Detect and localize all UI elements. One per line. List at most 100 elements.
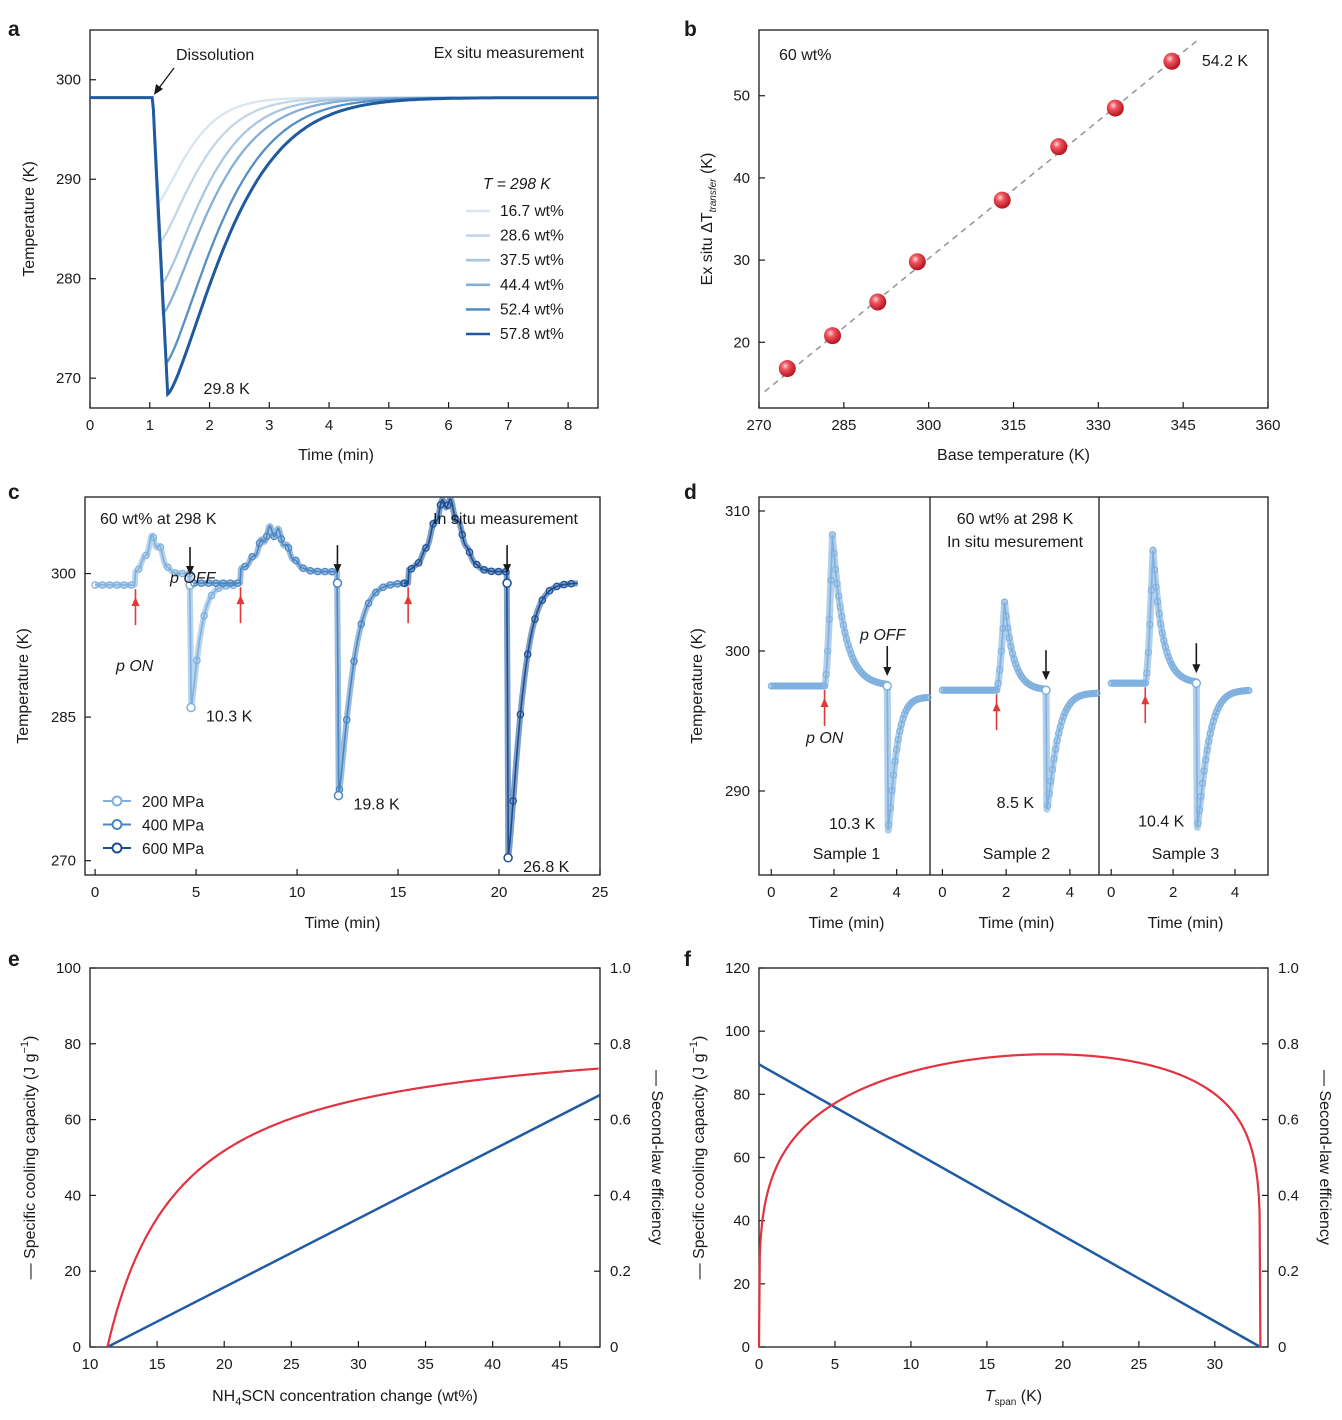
x-tick-label-a: 7 xyxy=(504,417,512,434)
x-tick-label-d: 4 xyxy=(1231,884,1239,901)
x-title-sub: span xyxy=(995,1397,1017,1408)
data-marker-c xyxy=(509,797,517,805)
series-line-a xyxy=(90,96,598,247)
data-marker-c xyxy=(226,579,235,587)
data-marker-d xyxy=(841,628,849,637)
legend-label-a: 28.6 wt% xyxy=(500,228,564,245)
data-marker-d xyxy=(1158,629,1166,637)
y-tick-label-b: 30 xyxy=(733,252,750,269)
x-axis-title-d: Time (min) xyxy=(809,915,885,932)
last-point-label-b: 54.2 K xyxy=(1202,53,1249,70)
data-marker-c xyxy=(219,579,227,587)
off-marker-d xyxy=(882,681,892,691)
panel-letter: c xyxy=(8,481,20,504)
y-axis-title-a: Temperature (K) xyxy=(21,161,38,277)
y-tick-label-f: 0 xyxy=(742,1339,750,1356)
data-marker-c xyxy=(91,581,99,589)
y-tick-label-f: 40 xyxy=(733,1213,750,1230)
y-axis-title-d: Temperature (K) xyxy=(689,628,706,744)
y-tick-label-f: 20 xyxy=(733,1276,750,1293)
data-marker-d xyxy=(1048,765,1056,774)
series-band-d xyxy=(939,598,1101,813)
data-marker-c xyxy=(241,562,249,571)
p-on-label-d: p ON xyxy=(805,730,844,747)
x-tick-label-d: 0 xyxy=(938,884,946,901)
x-tick-label-c: 5 xyxy=(192,884,200,901)
data-marker-c xyxy=(262,532,271,541)
series-band-c xyxy=(92,532,238,710)
x-tick-label-e: 20 xyxy=(216,1356,233,1373)
data-marker-d xyxy=(824,647,832,655)
y-right-tick-label-e: 0.8 xyxy=(610,1036,631,1053)
data-marker-d xyxy=(1149,546,1157,554)
y-tick-label-e: 40 xyxy=(64,1187,81,1204)
y-axis-title-main: Ex situ ΔT xyxy=(699,212,716,285)
data-marker-c xyxy=(531,615,539,623)
p-on-arrow-d-head xyxy=(820,698,829,707)
y-left-title-end: ) xyxy=(22,1036,39,1041)
y-left-title-main: — Specific cooling capacity (J g xyxy=(22,1054,39,1280)
data-marker-c xyxy=(516,710,525,719)
data-marker-d xyxy=(1206,730,1214,738)
sample-label-d: Sample 1 xyxy=(813,846,881,863)
data-marker-c xyxy=(212,579,220,587)
x-tick-label-a: 6 xyxy=(444,417,452,434)
y-tick-label-e: 0 xyxy=(73,1339,81,1356)
y-left-title-sup: −1 xyxy=(688,1041,700,1054)
data-marker-c xyxy=(200,611,208,620)
data-marker-d xyxy=(844,641,852,649)
data-marker-c xyxy=(567,579,576,588)
x-tick-label-d: 4 xyxy=(892,884,900,901)
off-marker-c xyxy=(502,578,512,588)
x-tick-label-f: 10 xyxy=(903,1356,920,1373)
data-marker-d xyxy=(1157,620,1165,628)
data-marker-d xyxy=(1059,712,1068,721)
capacity-line-f xyxy=(758,1063,1262,1349)
x-tick-label-a: 2 xyxy=(205,417,213,434)
data-marker-d xyxy=(836,603,844,611)
p-off-arrow-d-head xyxy=(1192,664,1201,674)
x-axis-title-b: Base temperature (K) xyxy=(937,447,1090,464)
data-marker-d xyxy=(1194,819,1202,827)
legend-marker-c xyxy=(111,819,123,830)
y-left-title-end: ) xyxy=(691,1036,708,1041)
p-on-label-c: p ON xyxy=(115,658,154,675)
data-marker-d xyxy=(896,727,904,735)
x-tick-label-c: 10 xyxy=(289,884,306,901)
data-marker-c xyxy=(350,657,358,666)
data-marker-c xyxy=(372,588,380,597)
data-marker-c xyxy=(248,552,257,561)
data-marker-c xyxy=(379,583,387,592)
y-tick-label-c: 285 xyxy=(51,709,76,726)
data-marker-c xyxy=(171,569,179,577)
data-marker-d xyxy=(1245,686,1253,695)
legend-label-a: 37.5 wt% xyxy=(500,252,564,269)
x-tick-label-a: 0 xyxy=(86,417,94,434)
p-off-arrow-c-head xyxy=(503,564,512,574)
data-marker-d xyxy=(833,580,841,588)
axes-frame-e xyxy=(89,967,601,1348)
x-axis-title-a: Time (min) xyxy=(298,447,374,464)
x-tick-label-a: 3 xyxy=(265,417,273,434)
data-marker-d xyxy=(1198,779,1207,787)
data-marker-c xyxy=(465,548,474,557)
legend-label-a: 57.8 wt% xyxy=(500,326,564,343)
min-annotation-a: 29.8 K xyxy=(204,381,251,398)
x-tick-label-e: 10 xyxy=(82,1356,99,1373)
x-tick-label-e: 35 xyxy=(417,1356,434,1373)
y-right-tick-label-f: 0.4 xyxy=(1278,1187,1299,1204)
data-marker-d xyxy=(1146,620,1154,629)
data-marker-d xyxy=(899,715,907,723)
data-marker-d xyxy=(900,710,909,718)
x-axis-title-d: Time (min) xyxy=(1148,915,1224,932)
data-marker-c xyxy=(494,567,503,576)
y-tick-label-f: 80 xyxy=(733,1086,750,1103)
dissolution-annotation-a: Dissolution xyxy=(176,47,254,64)
x-title-unit: (K) xyxy=(1016,1388,1042,1405)
data-marker-d xyxy=(885,821,893,829)
y-tick-label-f: 100 xyxy=(725,1023,750,1040)
data-marker-d xyxy=(1093,689,1101,697)
data-marker-d xyxy=(1205,737,1213,745)
y-tick-label-d: 290 xyxy=(725,783,750,800)
y-right-tick-label-e: 0.6 xyxy=(610,1112,631,1129)
